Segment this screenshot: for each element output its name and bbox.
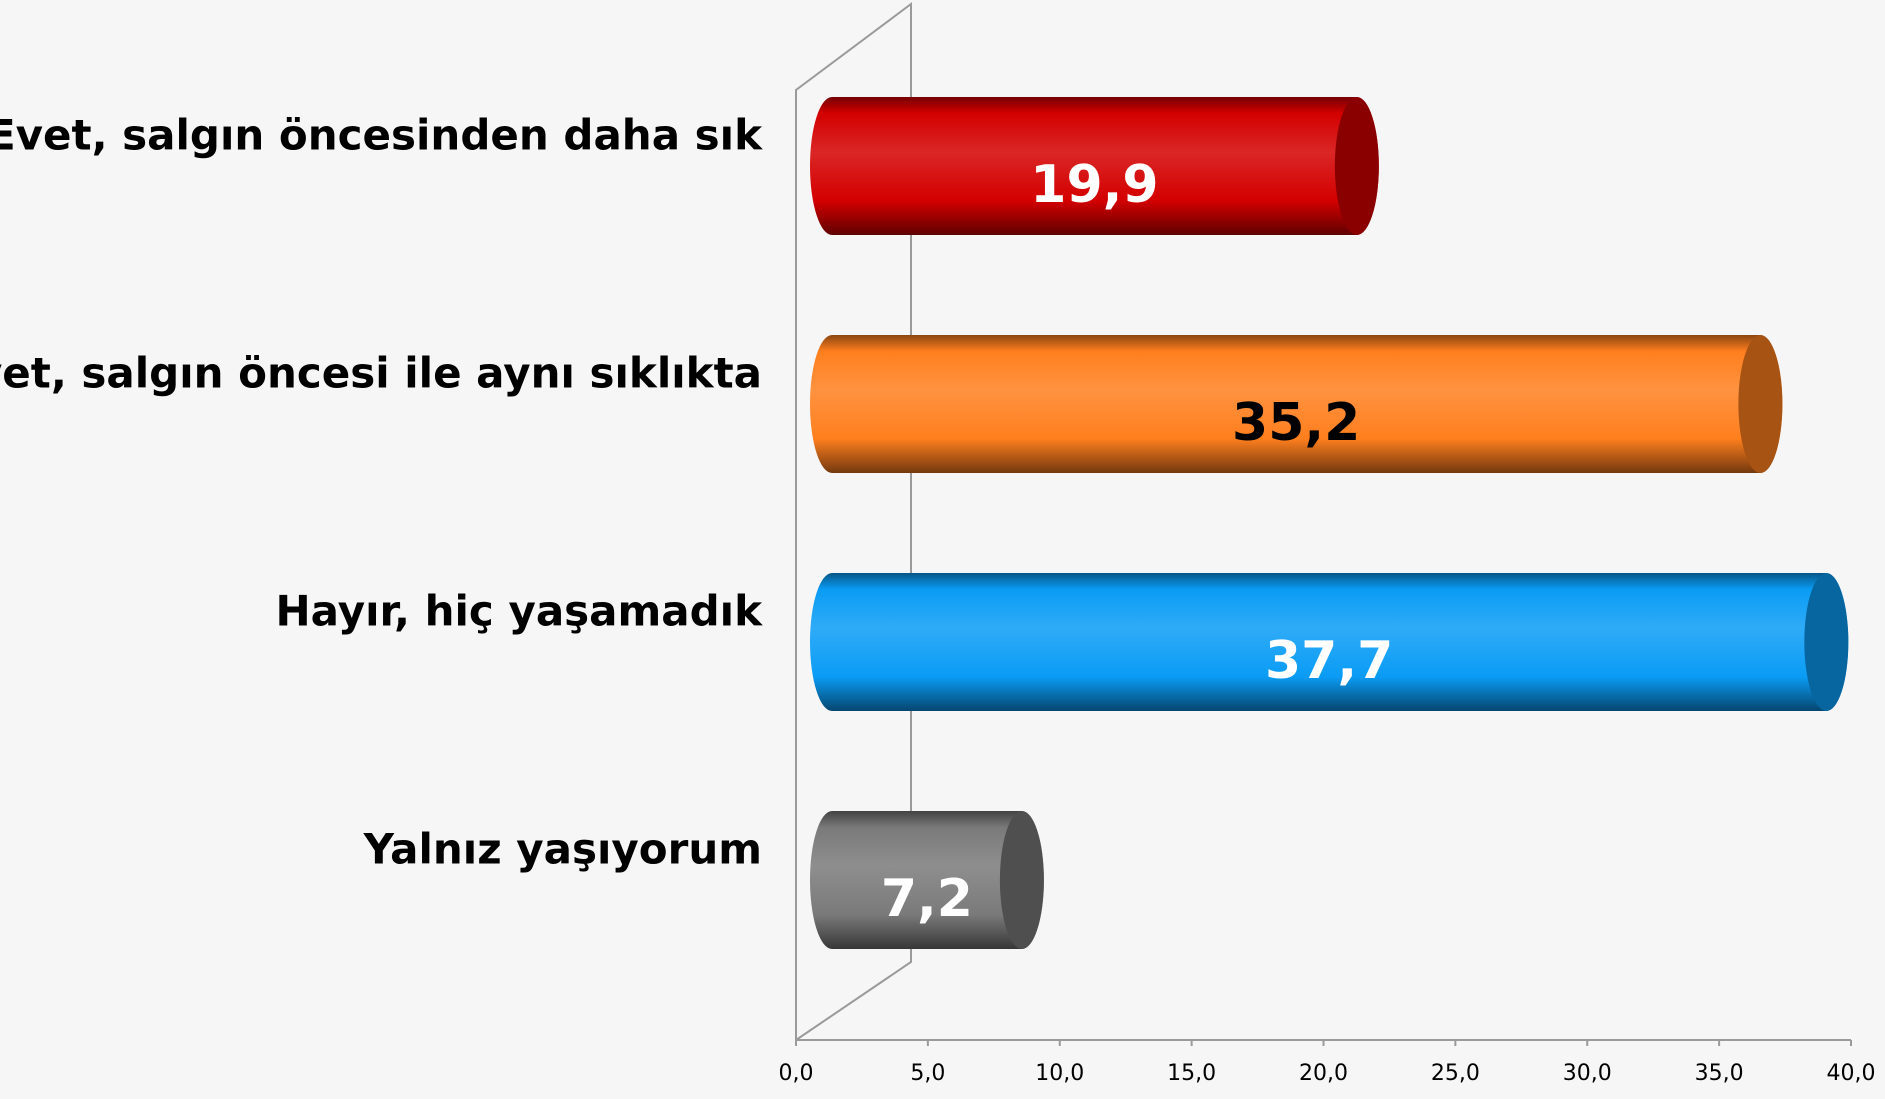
category-label: Evet, salgın öncesi ile aynı sıklıkta — [0, 349, 762, 398]
value-label: 35,2 — [1232, 393, 1360, 453]
bar-cap — [1738, 335, 1783, 473]
bar-cap — [1334, 97, 1379, 235]
x-tick-label: 30,0 — [1563, 1061, 1612, 1086]
value-label: 19,9 — [1030, 155, 1158, 215]
bar — [810, 573, 1849, 711]
bar — [810, 811, 1044, 949]
x-tick-label: 25,0 — [1431, 1061, 1480, 1086]
x-tick-label: 20,0 — [1299, 1061, 1348, 1086]
value-label: 37,7 — [1265, 631, 1393, 691]
bar — [810, 335, 1783, 473]
category-label: Evet, salgın öncesinden daha sık — [0, 111, 763, 160]
x-tick-label: 35,0 — [1695, 1061, 1744, 1086]
bar-cap — [999, 811, 1044, 949]
x-tick-label: 10,0 — [1035, 1061, 1084, 1086]
bar — [810, 97, 1379, 235]
category-label: Hayır, hiç yaşamadık — [276, 587, 764, 636]
category-label: Yalnız yaşıyorum — [363, 825, 762, 874]
x-tick-label: 15,0 — [1167, 1061, 1216, 1086]
axis-wall — [795, 2, 912, 1041]
x-tick-label: 40,0 — [1827, 1061, 1876, 1086]
value-label: 7,2 — [881, 869, 973, 929]
x-tick-label: 5,0 — [910, 1061, 945, 1086]
bar-cap — [1804, 573, 1849, 711]
x-tick-label: 0,0 — [779, 1061, 814, 1086]
